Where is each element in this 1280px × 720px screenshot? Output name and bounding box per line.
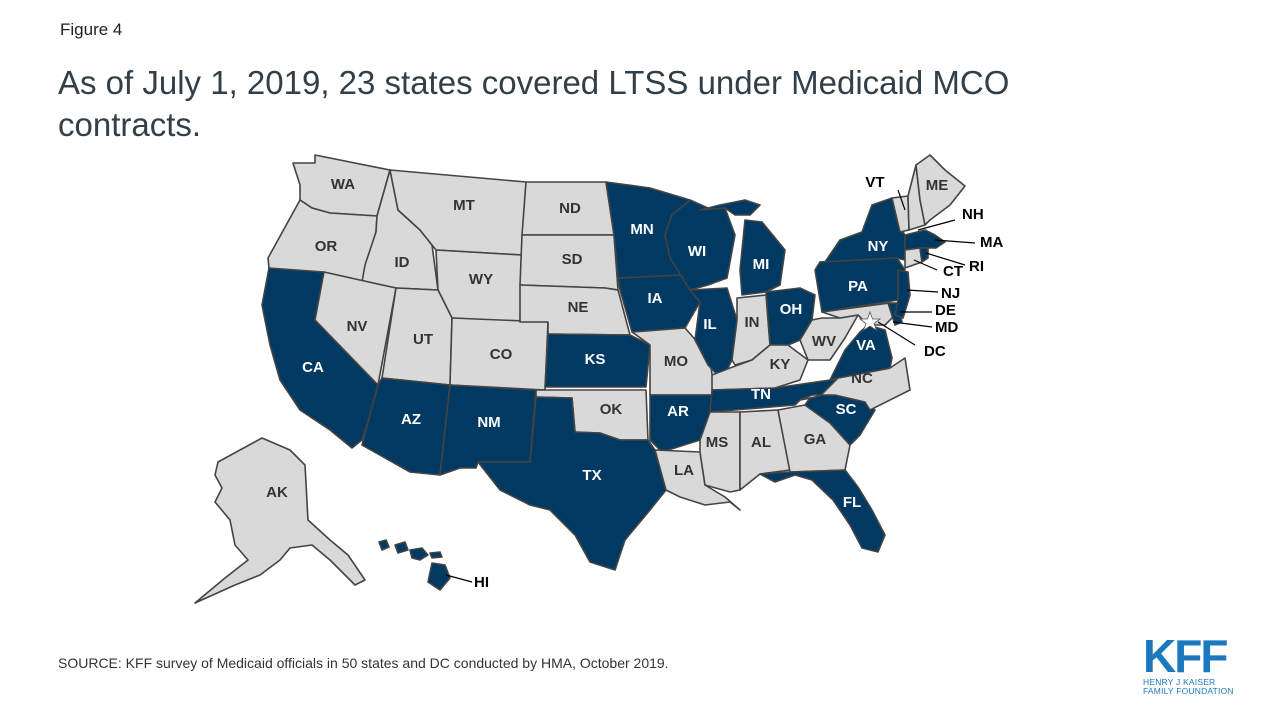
state-NJ bbox=[894, 269, 911, 319]
label-wv: WV bbox=[812, 333, 836, 350]
label-nm: NM bbox=[477, 414, 500, 431]
label-ut: UT bbox=[413, 331, 433, 348]
state-KS bbox=[544, 333, 651, 388]
label-tn: TN bbox=[751, 386, 771, 403]
label-ok: OK bbox=[600, 401, 623, 418]
label-nj: NJ bbox=[941, 285, 960, 302]
label-fl: FL bbox=[843, 494, 861, 511]
state-MI-upper bbox=[699, 199, 761, 216]
label-va: VA bbox=[856, 337, 876, 354]
label-mt: MT bbox=[453, 197, 475, 214]
state-NC bbox=[799, 357, 911, 411]
label-ar: AR bbox=[667, 403, 689, 420]
label-nh: NH bbox=[962, 206, 984, 223]
label-ma: MA bbox=[980, 234, 1003, 251]
figure-label: Figure 4 bbox=[60, 20, 123, 39]
label-de: DE bbox=[935, 302, 956, 319]
label-in: IN bbox=[745, 314, 760, 331]
label-ms: MS bbox=[706, 434, 729, 451]
label-ri: RI bbox=[969, 258, 984, 275]
label-il: IL bbox=[703, 316, 716, 333]
state-AK bbox=[194, 437, 366, 604]
dc-star-icon bbox=[858, 310, 882, 332]
label-mn: MN bbox=[630, 221, 653, 238]
state-HI-maui bbox=[409, 547, 429, 561]
label-ct: CT bbox=[943, 263, 963, 280]
chart-title: As of July 1, 2019, 23 states covered LT… bbox=[58, 64, 1010, 143]
label-hi: HI bbox=[474, 574, 489, 591]
label-ga: GA bbox=[804, 431, 827, 448]
label-nc: NC bbox=[851, 370, 873, 387]
label-al: AL bbox=[751, 434, 771, 451]
label-nv: NV bbox=[347, 318, 368, 335]
label-me: ME bbox=[926, 177, 949, 194]
state-HI-oahu bbox=[394, 541, 409, 554]
logo-line-1: HENRY J KAISER bbox=[1143, 677, 1216, 687]
logo-line-2: FAMILY FOUNDATION bbox=[1143, 686, 1234, 696]
state-FL bbox=[759, 469, 886, 553]
label-ky: KY bbox=[770, 356, 791, 373]
label-md: MD bbox=[935, 319, 958, 336]
kff-logo: KFF HENRY J KAISER FAMILY FOUNDATION bbox=[1143, 630, 1243, 696]
state-CT bbox=[904, 247, 923, 269]
state-TX bbox=[477, 396, 667, 571]
state-RI bbox=[919, 247, 929, 263]
label-vt: VT bbox=[865, 174, 884, 191]
label-az: AZ bbox=[401, 411, 421, 428]
label-ne: NE bbox=[568, 299, 589, 316]
state-NY bbox=[819, 197, 906, 263]
logo-wordmark: KFF bbox=[1143, 630, 1228, 682]
state-HI bbox=[378, 539, 451, 591]
label-co: CO bbox=[490, 346, 513, 363]
label-la: LA bbox=[674, 462, 694, 479]
label-nd: ND bbox=[559, 200, 581, 217]
label-ny: NY bbox=[868, 238, 889, 255]
source-note: SOURCE: KFF survey of Medicaid officials… bbox=[58, 655, 669, 671]
label-mo: MO bbox=[664, 353, 688, 370]
label-ia: IA bbox=[648, 290, 663, 307]
label-pa: PA bbox=[848, 278, 868, 295]
state-HI-kauai bbox=[378, 539, 390, 551]
label-sd: SD bbox=[562, 251, 583, 268]
label-ks: KS bbox=[585, 351, 606, 368]
label-or: OR bbox=[315, 238, 338, 255]
label-ak: AK bbox=[266, 484, 288, 501]
label-mi: MI bbox=[753, 256, 770, 273]
callout-lines bbox=[445, 189, 976, 583]
label-oh: OH bbox=[780, 301, 803, 318]
label-wi: WI bbox=[688, 243, 706, 260]
state-HI-molokai bbox=[429, 551, 443, 559]
state-ME bbox=[915, 154, 966, 226]
label-dc: DC bbox=[924, 343, 946, 360]
label-tx: TX bbox=[582, 467, 601, 484]
state-HI-big bbox=[427, 562, 451, 591]
label-sc: SC bbox=[836, 401, 857, 418]
state-VA bbox=[829, 324, 893, 381]
state-MS bbox=[699, 411, 741, 493]
label-id: ID bbox=[395, 254, 410, 271]
label-wa: WA bbox=[331, 176, 355, 193]
label-wy: WY bbox=[469, 271, 493, 288]
state-MI bbox=[739, 219, 786, 296]
label-ca: CA bbox=[302, 359, 324, 376]
